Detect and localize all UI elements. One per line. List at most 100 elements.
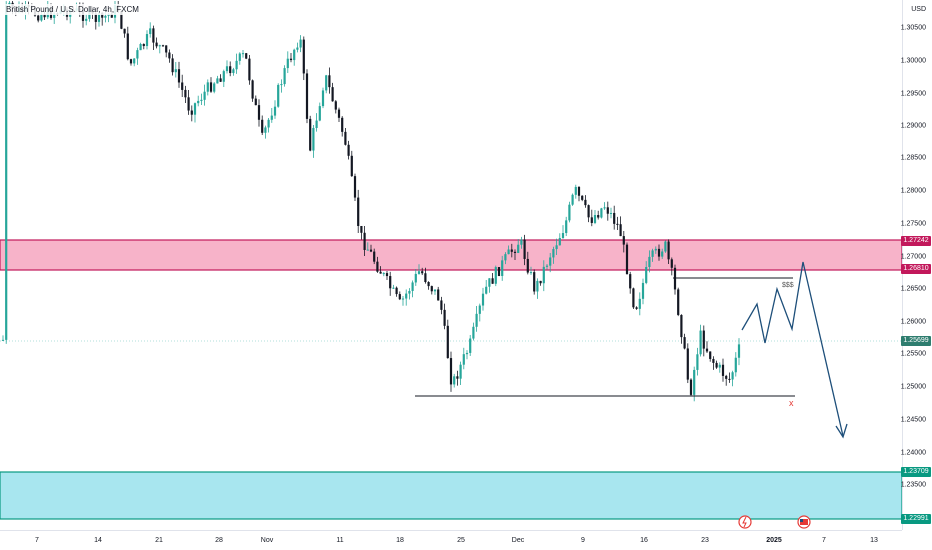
candle-body [321, 90, 325, 107]
candle-body [174, 69, 177, 73]
candle-body [513, 251, 517, 253]
candle-body [37, 15, 40, 21]
candle-body [206, 82, 209, 92]
candle-body [609, 212, 613, 214]
candle-body [5, 4, 8, 340]
candle-body [440, 300, 443, 310]
time-tick: 7 [822, 537, 826, 544]
candle-body [718, 364, 721, 368]
candle-body [462, 354, 465, 365]
candle-body [619, 224, 622, 237]
price-tick: 1.30500 [900, 24, 926, 32]
candle-body [558, 238, 561, 246]
candle-body [341, 117, 344, 132]
candle-body [478, 305, 481, 314]
candle-body [360, 225, 363, 233]
candle-body [104, 15, 107, 18]
supply-zone [0, 239, 903, 271]
candle-body [254, 98, 257, 106]
candle-body [331, 87, 334, 102]
candle-body [414, 273, 417, 283]
price-tick: 1.25500 [900, 350, 926, 358]
candle-body [286, 58, 289, 69]
candle-body [459, 364, 462, 379]
candle-body [389, 276, 392, 289]
us-flag-event-icon-glyph [800, 519, 808, 525]
lightning-event-icon[interactable] [738, 515, 752, 529]
current-price-badge: 1.25699 [901, 336, 931, 346]
candle-body [699, 330, 702, 355]
price-tick: 1.26000 [900, 318, 926, 326]
candle-body [133, 58, 136, 64]
candle-body [449, 358, 453, 385]
candle-body [392, 287, 395, 289]
candle-body [376, 261, 379, 272]
candle-body [408, 290, 411, 294]
candle-body [481, 293, 485, 306]
candle-body [200, 99, 203, 101]
candle-body [216, 78, 219, 84]
candle-body [613, 212, 616, 224]
candle-body [584, 199, 587, 206]
candle-body [430, 286, 433, 292]
candle-body [539, 280, 542, 284]
candle-body [648, 256, 651, 268]
price-tick: 1.28500 [900, 154, 926, 162]
candle-body [475, 313, 478, 327]
candle-body [283, 68, 286, 85]
candle-body [328, 75, 331, 88]
us-flag-canton [800, 519, 803, 522]
candle-body [401, 298, 405, 300]
candle-body [344, 131, 347, 145]
candle-body [85, 18, 88, 21]
candle-body [241, 53, 245, 55]
price-tick: 1.24500 [900, 416, 926, 424]
price-tick: 1.24000 [900, 449, 926, 457]
candle-body [350, 155, 353, 177]
price-tick: 1.29500 [900, 90, 926, 98]
lightning-event-icon-glyph [742, 516, 747, 528]
candle-body [552, 249, 555, 258]
candle-body [94, 13, 97, 22]
demand-top-badge: 1.23709 [901, 467, 931, 477]
candle-body [497, 267, 501, 276]
candle-body [181, 82, 184, 90]
price-tick: 1.23500 [900, 481, 926, 489]
candle-body [299, 39, 302, 48]
time-tick: 23 [701, 537, 709, 544]
candle-body [238, 53, 241, 61]
candle-body [657, 248, 661, 257]
candle-body [270, 115, 273, 120]
supply-top-badge: 1.27242 [901, 236, 931, 246]
candle-body [507, 249, 510, 255]
candle-body [318, 106, 321, 121]
candle-body [424, 273, 427, 283]
candle-body [347, 144, 350, 156]
price-tick: 1.26500 [900, 285, 926, 293]
symbol-title[interactable]: British Pound / U.S. Dollar, 4h, FXCM [4, 4, 141, 15]
price-tick: 1.30000 [900, 57, 926, 65]
supply-bottom-badge: 1.26810 [901, 264, 931, 274]
candle-body [536, 280, 539, 292]
candle-body [245, 53, 248, 59]
candle-body [168, 52, 171, 59]
candle-body [664, 241, 667, 252]
candle-body [155, 42, 158, 47]
candle-body [555, 245, 558, 250]
candle-body [277, 84, 280, 107]
candle-body [600, 208, 603, 218]
currency-label[interactable]: USD [911, 6, 926, 13]
candle-body [184, 89, 187, 98]
candle-body [273, 106, 277, 116]
price-tick: 1.27000 [900, 253, 926, 261]
candle-body [302, 39, 305, 74]
candle-body [257, 105, 261, 120]
candle-body [529, 272, 533, 274]
candle-body [427, 282, 430, 287]
candle-body [561, 233, 565, 239]
candle-body [101, 12, 104, 18]
candle-body [571, 194, 574, 205]
candle-body [712, 358, 715, 363]
